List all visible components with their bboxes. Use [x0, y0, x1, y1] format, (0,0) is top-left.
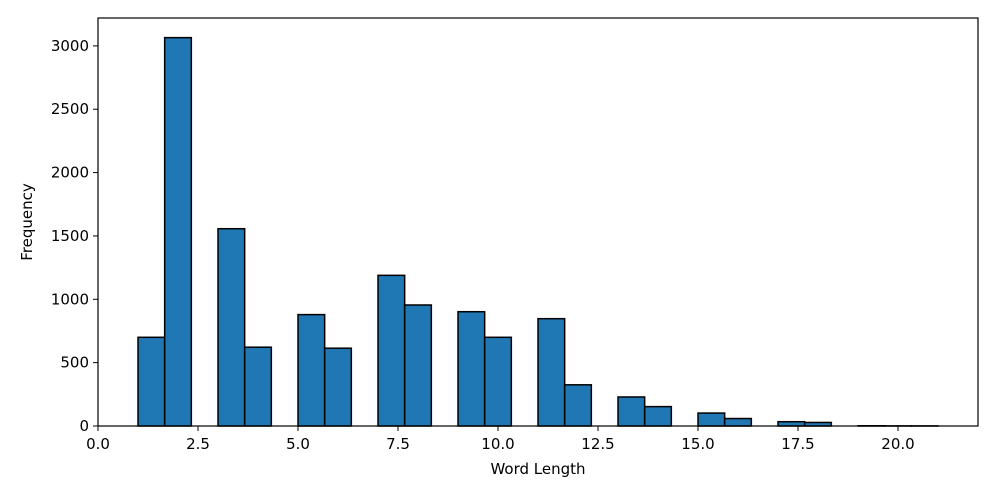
- histogram-bar: [723, 417, 753, 427]
- plot-frame: [97, 17, 979, 427]
- x-tick-label: 7.5: [386, 435, 410, 453]
- y-tick-label: 1000: [51, 290, 89, 308]
- y-tick-label: 2000: [51, 164, 89, 182]
- bars-layer: [137, 36, 939, 427]
- x-axis-ticks: 0.0 2.5 5.0 7.5 10.0 12.5 15.0 17.5 20.0: [86, 426, 915, 453]
- y-tick-label: 2500: [51, 100, 89, 118]
- histogram-bar: [243, 346, 273, 427]
- x-tick-label: 20.0: [881, 435, 914, 453]
- histogram-bar: [643, 405, 673, 427]
- y-tick-label: 3000: [51, 37, 89, 55]
- histogram-bar: [163, 36, 193, 427]
- histogram-bar: [377, 274, 406, 427]
- histogram-bar: [483, 336, 513, 427]
- histogram-bar: [323, 347, 353, 427]
- histogram-bar: [563, 384, 593, 427]
- histogram-bar: [697, 412, 726, 427]
- histogram-bar: [403, 304, 433, 427]
- x-tick-label: 0.0: [86, 435, 110, 453]
- x-tick-label: 2.5: [186, 435, 210, 453]
- histogram-bar: [297, 313, 326, 427]
- histogram-bar: [777, 420, 806, 427]
- y-axis-label: Frequency: [18, 183, 36, 261]
- y-tick-label: 0: [79, 417, 89, 435]
- x-tick-label: 5.0: [286, 435, 310, 453]
- histogram-bar: [217, 227, 246, 427]
- histogram-bar: [617, 396, 646, 427]
- x-axis-label: Word Length: [490, 460, 585, 478]
- histogram-bar: [457, 310, 486, 427]
- x-tick-label: 10.0: [481, 435, 514, 453]
- y-tick-label: 500: [60, 354, 89, 372]
- histogram-bar: [137, 336, 166, 427]
- x-tick-label: 12.5: [581, 435, 614, 453]
- y-axis-ticks: 0 500 1000 1500 2000 2500 3000: [51, 37, 98, 435]
- x-tick-label: 17.5: [781, 435, 814, 453]
- x-tick-label: 15.0: [681, 435, 714, 453]
- histogram-bar: [537, 317, 566, 427]
- y-tick-label: 1500: [51, 227, 89, 245]
